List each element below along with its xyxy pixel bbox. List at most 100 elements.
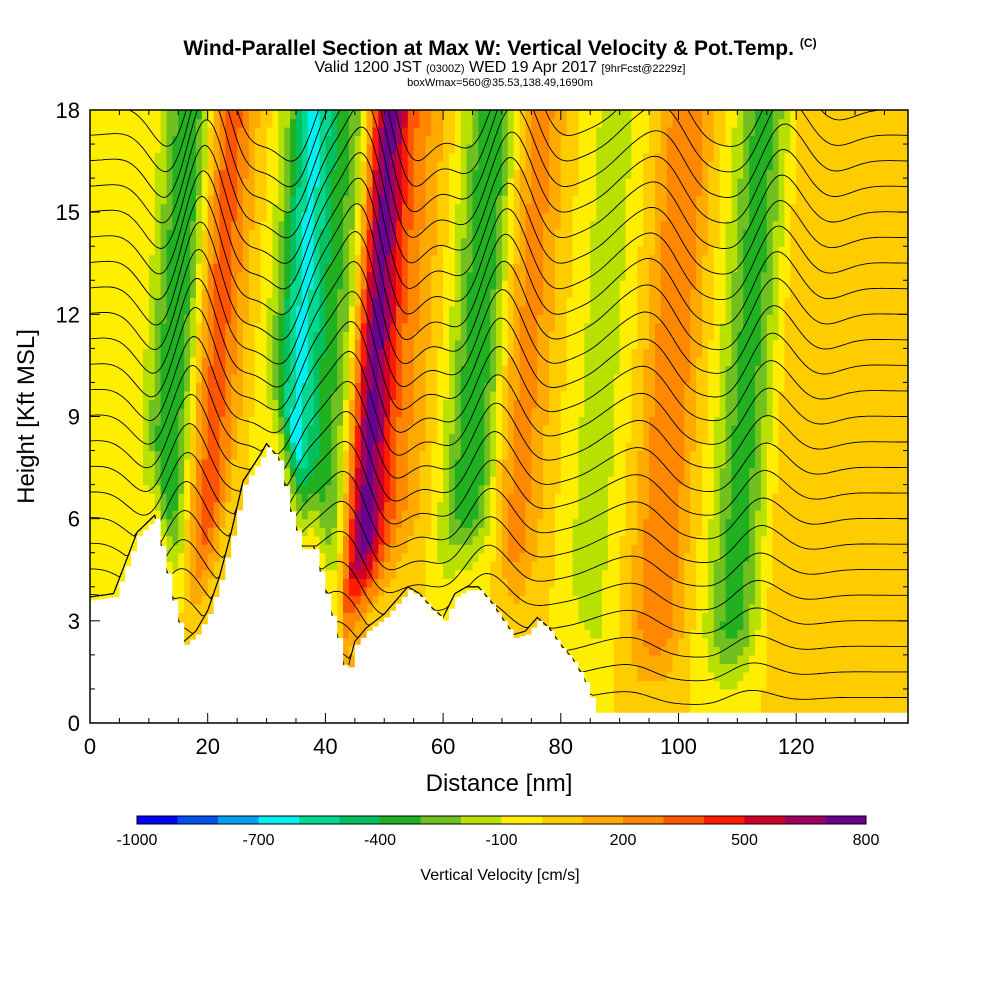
field-cell bbox=[248, 169, 256, 179]
field-cell bbox=[95, 144, 103, 154]
field-cell bbox=[419, 561, 427, 571]
field-cell bbox=[301, 305, 309, 315]
field-cell bbox=[490, 246, 497, 256]
field-cell bbox=[301, 331, 309, 341]
field-cell bbox=[201, 305, 209, 315]
field-cell bbox=[448, 442, 456, 452]
field-cell bbox=[401, 144, 409, 154]
field-cell bbox=[301, 110, 309, 120]
field-cell bbox=[319, 314, 326, 324]
field-cell bbox=[160, 135, 168, 145]
field-cell bbox=[125, 161, 132, 171]
field-cell bbox=[137, 399, 144, 409]
field-cell bbox=[378, 595, 385, 605]
field-cell bbox=[207, 382, 215, 392]
field-cell bbox=[137, 442, 144, 452]
field-cell bbox=[490, 467, 497, 477]
field-cell bbox=[425, 586, 432, 596]
field-cell bbox=[372, 493, 379, 503]
field-cell bbox=[190, 595, 197, 605]
field-cell bbox=[401, 229, 409, 239]
field-cell bbox=[90, 561, 97, 571]
field-cell bbox=[490, 595, 497, 605]
field-cell bbox=[484, 271, 491, 281]
field-cell bbox=[460, 450, 468, 460]
field-cell bbox=[472, 527, 479, 537]
field-cell bbox=[101, 450, 109, 460]
field-cell bbox=[390, 586, 397, 596]
field-cell bbox=[319, 297, 326, 307]
field-cell bbox=[384, 144, 391, 154]
field-cell bbox=[372, 271, 379, 281]
field-cell bbox=[142, 169, 150, 179]
field-cell bbox=[195, 331, 203, 341]
field-cell bbox=[172, 271, 179, 281]
field-cell bbox=[178, 459, 185, 469]
field-cell bbox=[184, 237, 191, 247]
field-cell bbox=[290, 220, 297, 230]
field-cell bbox=[107, 110, 115, 120]
field-cell bbox=[319, 229, 326, 239]
field-cell bbox=[431, 322, 438, 332]
field-cell bbox=[325, 203, 332, 213]
field-cell bbox=[137, 161, 144, 171]
field-cell bbox=[213, 425, 221, 435]
field-cell bbox=[142, 314, 150, 324]
field-cell bbox=[237, 433, 244, 443]
field-cell bbox=[337, 612, 344, 622]
field-cell bbox=[390, 271, 397, 281]
field-cell bbox=[295, 339, 303, 349]
field-cell bbox=[125, 246, 132, 256]
field-cell bbox=[219, 569, 226, 579]
field-cell bbox=[119, 390, 126, 401]
field-cell bbox=[331, 110, 338, 120]
field-cell bbox=[237, 212, 244, 222]
field-cell bbox=[378, 280, 385, 290]
field-cell bbox=[95, 263, 103, 273]
field-cell bbox=[343, 629, 350, 639]
field-cell bbox=[313, 254, 321, 264]
field-cell bbox=[90, 331, 97, 341]
field-cell bbox=[160, 407, 168, 418]
field-cell bbox=[354, 305, 362, 315]
field-cell bbox=[107, 331, 115, 341]
field-cell bbox=[207, 195, 215, 205]
field-cell bbox=[278, 407, 285, 418]
field-cell bbox=[425, 356, 432, 367]
field-cell bbox=[354, 161, 362, 171]
field-cell bbox=[413, 501, 421, 511]
field-cell bbox=[348, 135, 356, 145]
field-cell bbox=[413, 382, 421, 392]
field-cell bbox=[401, 118, 409, 128]
field-cell bbox=[290, 331, 297, 341]
field-cell bbox=[496, 595, 503, 605]
field-cell bbox=[95, 331, 103, 341]
field-cell bbox=[466, 527, 474, 537]
field-cell bbox=[401, 152, 409, 162]
field-cell bbox=[372, 178, 379, 188]
field-cell bbox=[337, 569, 344, 579]
field-cell bbox=[207, 561, 215, 571]
field-cell bbox=[119, 407, 126, 418]
field-cell bbox=[331, 322, 338, 332]
field-cell bbox=[325, 450, 332, 460]
field-cell bbox=[425, 442, 432, 452]
field-cell bbox=[413, 535, 421, 545]
field-cell bbox=[419, 425, 427, 435]
field-cell bbox=[419, 186, 427, 196]
field-cell bbox=[90, 390, 97, 401]
field-cell bbox=[366, 493, 374, 503]
field-cell bbox=[401, 246, 409, 256]
field-cell bbox=[490, 280, 497, 290]
field-cell bbox=[343, 552, 350, 562]
field-cell bbox=[95, 484, 103, 494]
field-cell bbox=[325, 186, 332, 196]
field-cell bbox=[243, 186, 250, 196]
field-cell bbox=[466, 144, 474, 154]
field-cell bbox=[437, 484, 444, 494]
field-cell bbox=[266, 382, 274, 392]
field-cell bbox=[460, 305, 468, 315]
field-cell bbox=[148, 467, 156, 477]
field-cell bbox=[419, 493, 427, 503]
field-cell bbox=[231, 229, 238, 239]
